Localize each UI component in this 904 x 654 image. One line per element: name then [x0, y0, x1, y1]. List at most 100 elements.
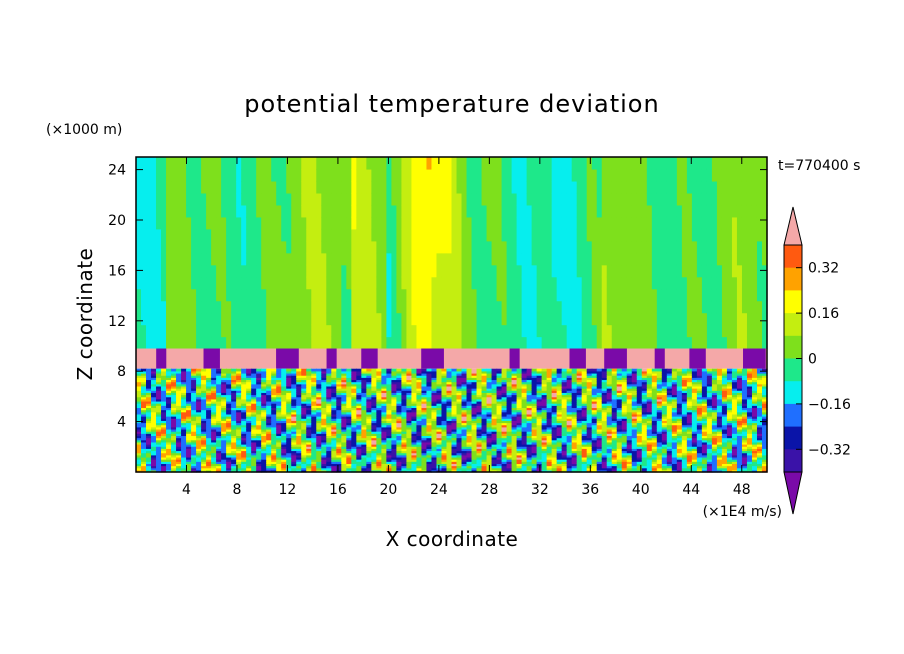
field-cell-upper	[491, 180, 498, 194]
field-cell-lower	[421, 375, 428, 378]
field-cell-lower	[221, 435, 227, 439]
field-cell-lower	[441, 411, 448, 415]
field-cell-lower	[231, 446, 237, 449]
field-cell-lower	[411, 441, 418, 445]
field-cell-lower	[341, 448, 347, 452]
field-cell-lower	[266, 418, 272, 421]
field-cell-lower	[376, 452, 382, 456]
field-cell-lower	[221, 379, 227, 383]
field-cell-lower	[316, 418, 322, 421]
field-cell-upper	[751, 192, 758, 206]
field-cell-upper	[631, 240, 638, 254]
field-cell-upper	[741, 204, 748, 218]
field-cell-upper	[416, 168, 423, 182]
field-cell-upper	[491, 192, 498, 206]
field-cell-upper	[221, 157, 227, 170]
field-cell-lower	[206, 403, 212, 406]
field-cell-lower	[161, 463, 167, 467]
field-cell-lower	[261, 379, 267, 383]
field-cell-lower	[151, 407, 157, 411]
field-cell-upper	[241, 192, 247, 206]
field-cell-upper	[246, 336, 252, 350]
field-cell-upper	[691, 312, 698, 326]
field-cell-lower	[196, 388, 202, 391]
field-cell-upper	[711, 240, 718, 254]
field-cell-lower	[246, 433, 252, 437]
field-cell-lower	[181, 400, 187, 404]
field-cell-lower	[156, 379, 162, 383]
field-cell-upper	[241, 252, 247, 266]
field-cell-lower	[416, 426, 423, 430]
field-cell-lower	[326, 381, 332, 385]
field-cell-upper	[371, 204, 377, 218]
field-cell-upper	[726, 240, 733, 254]
field-cell-lower	[421, 459, 428, 462]
field-cell-upper	[276, 252, 282, 266]
field-cell-upper	[651, 252, 658, 266]
field-cell-lower	[206, 416, 212, 419]
field-cell-upper	[561, 192, 568, 206]
field-cell-upper	[356, 228, 362, 242]
field-cell-lower	[276, 396, 282, 400]
field-cell-lower	[341, 379, 347, 383]
field-cell-lower	[186, 379, 192, 383]
field-cell-lower	[276, 469, 282, 473]
field-cell-lower	[406, 437, 413, 441]
field-cell-upper	[161, 312, 167, 326]
field-cell-lower	[161, 431, 167, 434]
field-cell-lower	[171, 444, 177, 447]
field-cell-lower	[216, 398, 222, 402]
field-cell-lower	[381, 448, 387, 452]
field-cell-upper	[416, 180, 423, 194]
field-cell-upper	[186, 240, 192, 254]
field-cell-lower	[426, 379, 433, 383]
field-cell-upper	[541, 228, 548, 242]
field-cell-upper	[426, 168, 433, 182]
field-cell-lower	[296, 465, 302, 469]
field-cell-upper	[561, 252, 568, 266]
cold-intrusion	[604, 348, 627, 369]
field-cell-lower	[321, 435, 327, 439]
field-cell-upper	[431, 168, 438, 182]
field-cell-lower	[266, 413, 272, 417]
field-cell-lower	[386, 383, 393, 387]
field-cell-lower	[151, 426, 157, 430]
field-cell-upper	[326, 204, 332, 218]
field-cell-lower	[246, 377, 252, 381]
field-cell-lower	[376, 431, 382, 434]
field-cell-lower	[381, 444, 387, 447]
field-cell-upper	[151, 252, 157, 266]
field-cell-lower	[371, 435, 377, 439]
field-cell-lower	[166, 437, 172, 441]
field-cell-lower	[421, 400, 428, 404]
field-cell-lower	[401, 420, 408, 424]
field-cell-upper	[281, 312, 287, 326]
field-cell-lower	[166, 416, 172, 419]
field-cell-upper	[526, 180, 533, 194]
field-cell-lower	[361, 390, 367, 393]
field-cell-upper	[166, 192, 172, 206]
field-cell-lower	[236, 463, 242, 467]
field-cell-upper	[666, 336, 673, 350]
field-cell-lower	[321, 388, 327, 391]
field-cell-upper	[746, 180, 753, 194]
field-cell-upper	[341, 180, 347, 194]
field-cell-lower	[341, 469, 347, 473]
field-cell-upper	[621, 192, 628, 206]
field-cell-lower	[161, 422, 167, 426]
field-cell-lower	[266, 407, 272, 411]
field-cell-upper	[456, 324, 463, 338]
field-cell-lower	[251, 407, 257, 411]
field-cell-lower	[241, 416, 247, 419]
field-cell-upper	[281, 264, 287, 278]
field-cell-lower	[276, 409, 282, 413]
field-cell-lower	[416, 433, 423, 437]
field-cell-lower	[331, 465, 337, 469]
field-cell-lower	[136, 394, 142, 398]
field-cell-upper	[656, 264, 663, 278]
field-cell-upper	[501, 288, 508, 302]
field-cell-upper	[506, 336, 513, 350]
field-cell-upper	[326, 276, 332, 290]
field-cell-lower	[301, 407, 307, 411]
field-cell-lower	[386, 416, 393, 419]
